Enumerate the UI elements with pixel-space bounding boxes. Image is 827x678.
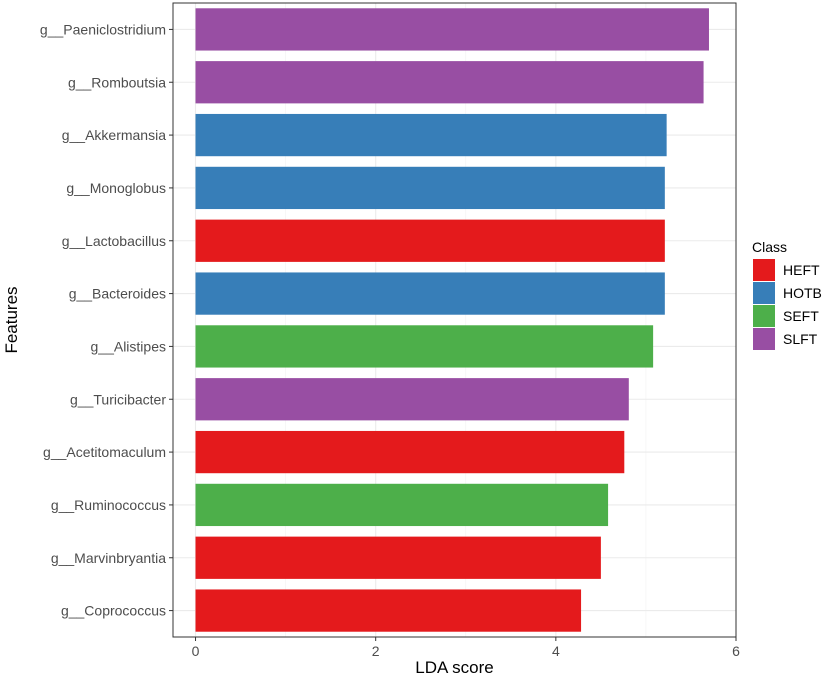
y-tick-label: g__Ruminococcus	[51, 497, 166, 513]
legend-key-slft	[753, 328, 775, 350]
bar	[195, 219, 665, 262]
y-tick-label: g__Akkermansia	[62, 127, 166, 143]
y-tick-label: g__Bacteroides	[69, 286, 166, 302]
bar	[195, 61, 704, 104]
y-axis-ticks: g__Paeniclostridium g__Romboutsia g__Akker…	[40, 21, 173, 619]
bar	[195, 166, 665, 210]
bars	[195, 8, 709, 632]
x-axis-ticks: 0 2 4 6	[192, 637, 740, 659]
legend-key-hotb	[753, 282, 775, 304]
x-axis-title: LDA score	[415, 658, 493, 677]
legend-key-seft	[753, 305, 775, 327]
x-tick-label: 0	[192, 643, 200, 659]
y-tick-label: g__Marvinbryantia	[51, 550, 166, 566]
bar	[195, 589, 582, 632]
legend-title: Class	[752, 239, 787, 255]
plot-panel-border	[172, 2, 737, 638]
bar	[195, 430, 625, 474]
legend-key-heft	[753, 259, 775, 281]
legend: Class HEFT HOTB SEFT SLFT	[752, 239, 822, 350]
bar	[195, 536, 601, 579]
legend-label: HEFT	[783, 262, 820, 278]
legend-label: HOTB	[783, 285, 822, 301]
y-tick-label: g__Paeniclostridium	[40, 21, 166, 37]
bar	[195, 113, 667, 157]
x-tick-label: 2	[372, 643, 380, 659]
y-tick-label: g__Alistipes	[91, 338, 167, 354]
y-axis-title: Features	[2, 286, 21, 353]
y-tick-label: g__Coprococcus	[61, 603, 166, 619]
bar	[195, 325, 654, 368]
y-tick-label: g__Lactobacillus	[62, 233, 166, 249]
y-tick-label: g__Romboutsia	[68, 74, 166, 90]
x-tick-label: 6	[732, 643, 740, 659]
bar	[195, 272, 665, 315]
bar	[195, 378, 629, 421]
y-tick-label: g__Turicibacter	[70, 391, 166, 407]
y-tick-label: g__Acetitomaculum	[43, 444, 166, 460]
x-tick-label: 4	[552, 643, 560, 659]
legend-label: SLFT	[783, 331, 818, 347]
y-tick-label: g__Monoglobus	[66, 180, 166, 196]
legend-label: SEFT	[783, 308, 819, 324]
bar	[195, 8, 709, 51]
bar	[195, 483, 609, 527]
